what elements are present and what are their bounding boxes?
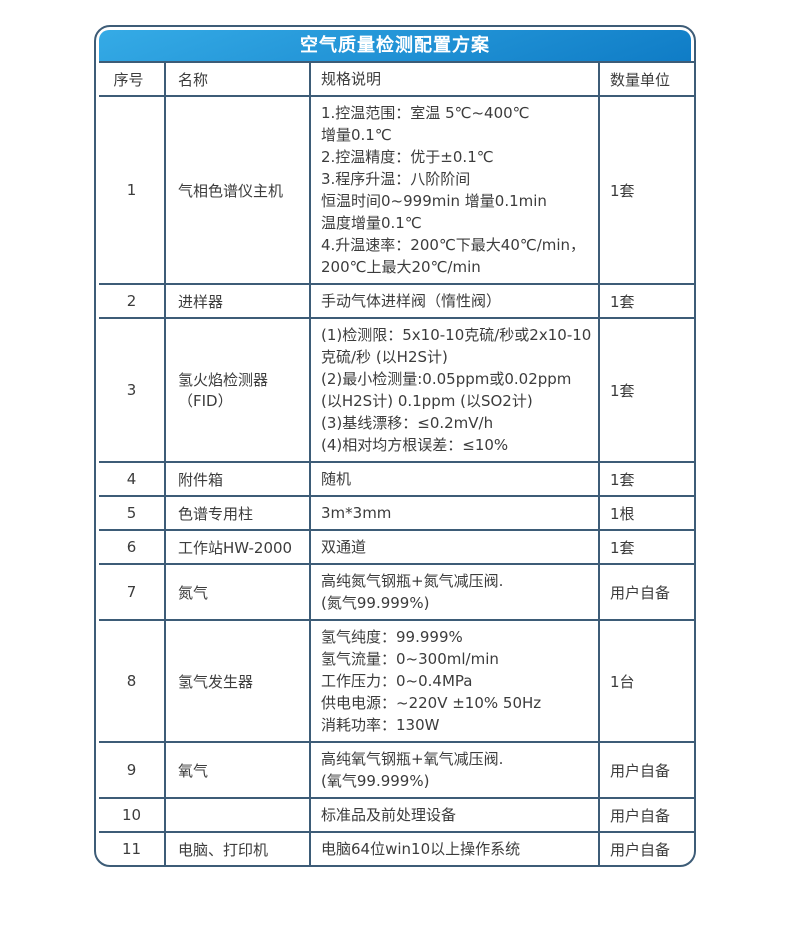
row-name: 色谱专用柱	[164, 495, 311, 531]
table-row: 2 进样器 手动气体进样阀（惰性阀） 1套	[99, 283, 694, 319]
row-spec: 高纯氮气钢瓶+氮气减压阀. (氮气99.999%)	[309, 563, 600, 621]
table-row: 5 色谱专用柱 3m*3mm 1根	[99, 495, 694, 531]
col-header-spec: 规格说明	[309, 61, 600, 97]
row-qty: 用户自备	[598, 741, 694, 799]
row-spec: (1)检测限：5x10-10克硫/秒或2x10-10 克硫/秒 (以H2S计) …	[309, 317, 600, 463]
page-title: 空气质量检测配置方案	[300, 34, 490, 56]
row-no: 10	[99, 797, 166, 833]
row-name: 氢火焰检测器（FID）	[164, 317, 311, 463]
row-name: 电脑、打印机	[164, 831, 311, 865]
row-qty: 1台	[598, 619, 694, 743]
row-spec: 氢气纯度：99.999% 氢气流量：0~300ml/min 工作压力：0~0.4…	[309, 619, 600, 743]
header-row: 序号 名称 规格说明 数量单位	[99, 61, 694, 97]
row-spec: 双通道	[309, 529, 600, 565]
row-name: 进样器	[164, 283, 311, 319]
row-qty: 1套	[598, 529, 694, 565]
table-row: 6 工作站HW-2000 双通道 1套	[99, 529, 694, 565]
row-spec: 手动气体进样阀（惰性阀）	[309, 283, 600, 319]
title-bar: 空气质量检测配置方案	[99, 30, 691, 61]
row-name: 氮气	[164, 563, 311, 621]
row-no: 9	[99, 741, 166, 799]
row-name: 氢气发生器	[164, 619, 311, 743]
row-qty: 1套	[598, 317, 694, 463]
row-spec: 3m*3mm	[309, 495, 600, 531]
table-row: 11 电脑、打印机 电脑64位win10以上操作系统 用户自备	[99, 831, 694, 865]
col-header-qty: 数量单位	[598, 61, 694, 97]
row-spec: 电脑64位win10以上操作系统	[309, 831, 600, 865]
table-row: 10 标准品及前处理设备 用户自备	[99, 797, 694, 833]
col-header-no: 序号	[99, 61, 166, 97]
row-no: 7	[99, 563, 166, 621]
row-no: 2	[99, 283, 166, 319]
row-no: 8	[99, 619, 166, 743]
row-qty: 1套	[598, 95, 694, 285]
row-no: 3	[99, 317, 166, 463]
row-name: 附件箱	[164, 461, 311, 497]
table-row: 1 气相色谱仪主机 1.控温范围：室温 5℃~400℃ 增量0.1℃ 2.控温精…	[99, 95, 694, 285]
row-qty: 用户自备	[598, 831, 694, 865]
row-qty: 用户自备	[598, 563, 694, 621]
row-qty: 1套	[598, 283, 694, 319]
table-row: 8 氢气发生器 氢气纯度：99.999% 氢气流量：0~300ml/min 工作…	[99, 619, 694, 743]
spec-card: 空气质量检测配置方案 序号 名称 规格说明 数量单位 1 气相色谱仪主机 1.控…	[94, 25, 696, 867]
row-name: 氧气	[164, 741, 311, 799]
row-spec: 标准品及前处理设备	[309, 797, 600, 833]
row-name: 工作站HW-2000	[164, 529, 311, 565]
table-row: 4 附件箱 随机 1套	[99, 461, 694, 497]
row-no: 6	[99, 529, 166, 565]
table-row: 9 氧气 高纯氧气钢瓶+氧气减压阀. (氧气99.999%) 用户自备	[99, 741, 694, 799]
row-name: 气相色谱仪主机	[164, 95, 311, 285]
row-spec: 1.控温范围：室温 5℃~400℃ 增量0.1℃ 2.控温精度：优于±0.1℃ …	[309, 95, 600, 285]
spec-table: 序号 名称 规格说明 数量单位 1 气相色谱仪主机 1.控温范围：室温 5℃~4…	[99, 61, 694, 865]
row-name	[164, 797, 311, 833]
row-qty: 1根	[598, 495, 694, 531]
row-no: 5	[99, 495, 166, 531]
table-row: 3 氢火焰检测器（FID） (1)检测限：5x10-10克硫/秒或2x10-10…	[99, 317, 694, 463]
row-qty: 用户自备	[598, 797, 694, 833]
row-no: 1	[99, 95, 166, 285]
row-no: 4	[99, 461, 166, 497]
col-header-name: 名称	[164, 61, 311, 97]
row-qty: 1套	[598, 461, 694, 497]
row-no: 11	[99, 831, 166, 865]
table-row: 7 氮气 高纯氮气钢瓶+氮气减压阀. (氮气99.999%) 用户自备	[99, 563, 694, 621]
row-spec: 随机	[309, 461, 600, 497]
row-spec: 高纯氧气钢瓶+氧气减压阀. (氧气99.999%)	[309, 741, 600, 799]
